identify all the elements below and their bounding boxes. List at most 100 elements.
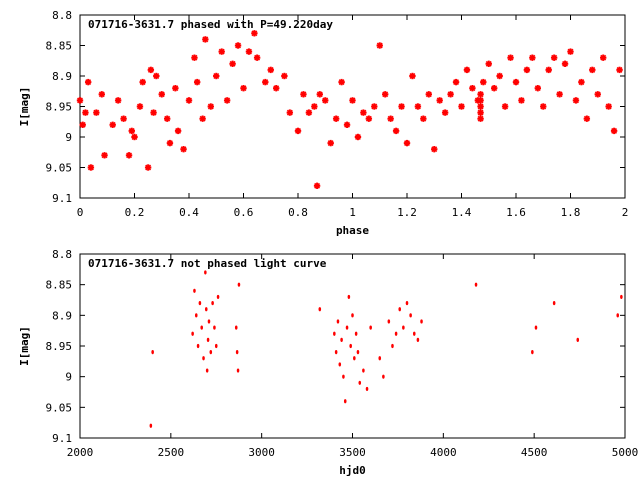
x-tick-label: 1.2 <box>397 206 417 219</box>
x-tick-label: 3500 <box>339 446 366 459</box>
data-point <box>267 66 274 74</box>
data-point <box>416 337 420 342</box>
data-point <box>204 307 208 312</box>
data-point <box>262 78 269 86</box>
data-point <box>365 386 369 392</box>
data-point <box>398 103 405 110</box>
y-tick-label: 9.1 <box>52 432 72 445</box>
data-point <box>251 30 258 37</box>
x-tick-label: 1.6 <box>506 206 526 219</box>
x-tick-label: 3000 <box>248 446 275 459</box>
data-point <box>534 85 541 92</box>
data-point <box>469 85 476 92</box>
data-point <box>204 270 207 275</box>
data-point <box>360 109 367 116</box>
data-point <box>240 85 247 92</box>
data-point <box>447 91 454 98</box>
data-point <box>382 91 389 98</box>
data-point <box>209 350 213 355</box>
data-point <box>616 66 623 74</box>
data-point <box>216 294 220 300</box>
data-point <box>149 423 153 428</box>
data-point <box>205 368 209 373</box>
data-point <box>531 350 534 355</box>
x-tick-label: 2000 <box>67 446 94 459</box>
x-tick-label: 0.8 <box>288 206 308 219</box>
data-point <box>198 300 202 306</box>
data-point <box>333 331 336 336</box>
data-point <box>572 97 580 104</box>
data-point <box>485 60 492 67</box>
data-point <box>300 91 307 98</box>
phased-light-curve-plot: 0 0.2 0.4 0.6 0.8 1 1.2 1.4 1.6 1.8 2 8.8 8.85 8.9 8.9… <box>18 9 628 237</box>
data-point <box>477 103 484 110</box>
data-point <box>125 152 133 159</box>
data-point <box>87 164 95 171</box>
x-tick-label: 0.6 <box>234 206 254 219</box>
data-point <box>229 60 236 67</box>
data-point <box>191 54 198 61</box>
data-point <box>576 337 580 342</box>
data-point <box>477 109 484 116</box>
data-point <box>436 97 443 104</box>
data-point <box>213 72 220 80</box>
data-point <box>420 319 423 324</box>
data-point <box>412 331 416 336</box>
data-point <box>334 350 338 355</box>
data-point <box>512 78 520 86</box>
data-point <box>200 325 203 330</box>
data-point <box>311 103 318 110</box>
data-point <box>84 78 92 86</box>
data-point <box>371 103 378 110</box>
data-point <box>351 313 354 318</box>
data-point <box>234 42 242 49</box>
data-point <box>583 115 591 122</box>
y-tick-label: 8.9 <box>52 309 72 322</box>
data-point <box>82 109 89 116</box>
data-point <box>354 331 358 336</box>
data-point <box>128 127 135 135</box>
data-point <box>245 48 253 55</box>
data-point <box>305 109 313 116</box>
data-point <box>353 356 356 361</box>
data-point <box>144 164 152 171</box>
data-point <box>93 109 100 116</box>
data-point <box>610 127 618 135</box>
data-point <box>354 133 362 141</box>
data-point <box>567 48 574 55</box>
x-tick-label: 1.8 <box>561 206 581 219</box>
data-point <box>402 325 405 330</box>
data-point <box>391 343 394 349</box>
data-point <box>153 72 160 80</box>
data-point <box>194 313 198 318</box>
data-point <box>387 319 391 324</box>
data-point <box>409 72 416 80</box>
data-point <box>540 103 547 110</box>
data-point <box>139 78 146 86</box>
data-point <box>552 300 556 306</box>
data-point <box>387 115 394 122</box>
data-point <box>114 97 122 104</box>
y-tick-label: 8.85 <box>46 40 73 53</box>
plot-frame <box>79 253 626 439</box>
data-point <box>218 48 225 55</box>
data-point <box>236 368 240 373</box>
data-point <box>556 91 563 98</box>
data-point <box>281 72 288 80</box>
data-point <box>338 78 345 86</box>
data-point <box>193 288 196 293</box>
data-point <box>338 362 342 367</box>
x-tick-label: 2 <box>622 206 629 219</box>
data-point <box>202 36 209 43</box>
x-tick-label: 4500 <box>521 446 548 459</box>
y-tick-label: 9.1 <box>52 192 72 205</box>
data-point <box>253 54 261 61</box>
data-point <box>378 356 382 361</box>
data-point <box>150 109 157 116</box>
data-point <box>237 282 241 287</box>
data-point <box>76 97 84 104</box>
x-tick-label: 5000 <box>612 446 639 459</box>
data-point <box>358 380 362 385</box>
data-point <box>342 374 345 379</box>
data-point <box>523 66 531 74</box>
